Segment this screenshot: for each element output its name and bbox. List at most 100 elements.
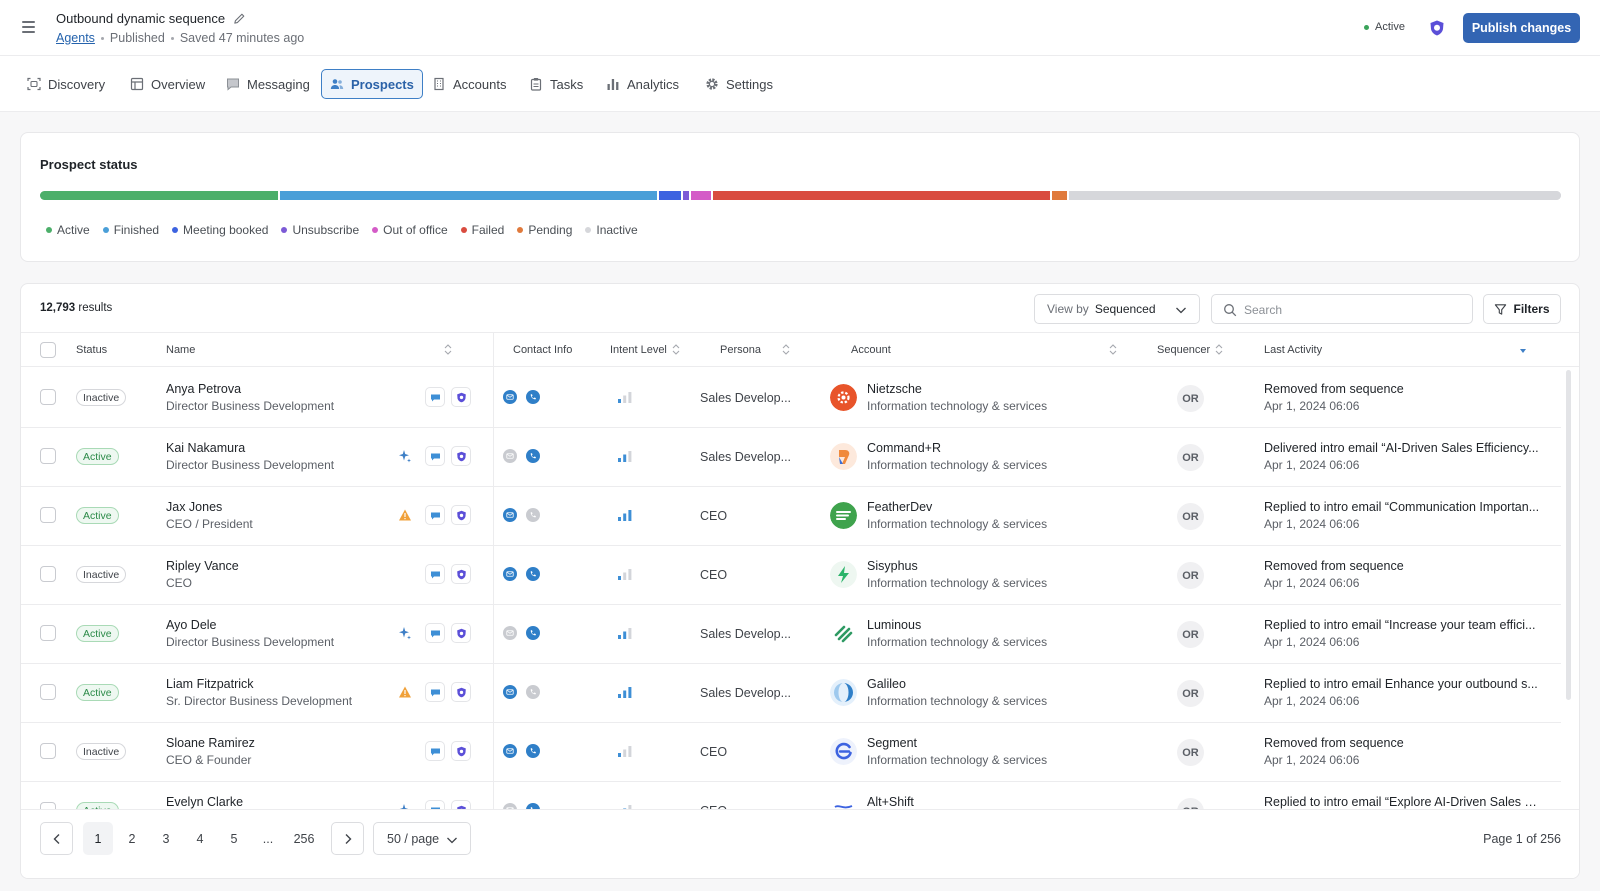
table-row[interactable]: Inactive Ripley Vance CEO CEO Sisyphus I… xyxy=(21,545,1561,605)
email-icon[interactable] xyxy=(503,685,517,699)
tab-tasks[interactable]: Tasks xyxy=(521,69,591,99)
prospect-name[interactable]: Ayo Dele xyxy=(166,618,217,632)
prospect-name[interactable]: Jax Jones xyxy=(166,500,223,514)
chat-button[interactable] xyxy=(425,741,445,761)
column-sequencer[interactable]: Sequencer xyxy=(1157,344,1211,356)
chat-button[interactable] xyxy=(425,564,445,584)
publish-changes-button[interactable]: Publish changes xyxy=(1463,13,1580,43)
search-box[interactable] xyxy=(1211,294,1473,324)
tab-prospects[interactable]: Prospects xyxy=(321,69,423,99)
chat-button[interactable] xyxy=(425,446,445,466)
chat-button[interactable] xyxy=(425,505,445,525)
table-row[interactable]: Inactive Anya Petrova Director Business … xyxy=(21,368,1561,428)
page-number-button[interactable]: 5 xyxy=(230,831,238,846)
chat-button[interactable] xyxy=(425,623,445,643)
tab-discovery[interactable]: Discovery xyxy=(19,69,113,99)
next-page-button[interactable] xyxy=(331,822,364,855)
row-checkbox[interactable] xyxy=(40,743,56,759)
table-row[interactable]: Active Jax Jones CEO / President CEO Fea… xyxy=(21,486,1561,546)
phone-icon[interactable] xyxy=(526,626,540,640)
view-by-select[interactable]: View by Sequenced xyxy=(1034,294,1200,324)
shield-button[interactable] xyxy=(451,564,471,584)
email-icon[interactable] xyxy=(503,567,517,581)
breadcrumb-agents-link[interactable]: Agents xyxy=(56,31,95,45)
email-icon[interactable] xyxy=(503,449,517,463)
prospect-name[interactable]: Ripley Vance xyxy=(166,559,239,573)
account-name[interactable]: Nietzsche xyxy=(867,382,922,396)
shield-button[interactable] xyxy=(451,741,471,761)
sort-icon[interactable] xyxy=(782,344,790,355)
shield-button[interactable] xyxy=(451,682,471,702)
email-icon[interactable] xyxy=(503,626,517,640)
row-checkbox[interactable] xyxy=(40,566,56,582)
shield-button[interactable] xyxy=(451,505,471,525)
account-name[interactable]: Alt+Shift xyxy=(867,795,914,809)
menu-icon[interactable] xyxy=(22,21,35,33)
sort-descending-icon[interactable] xyxy=(1519,346,1527,357)
account-name[interactable]: Galileo xyxy=(867,677,906,691)
phone-icon[interactable] xyxy=(526,508,540,522)
tab-accounts[interactable]: Accounts xyxy=(424,69,514,99)
phone-icon[interactable] xyxy=(526,390,540,404)
pencil-icon[interactable] xyxy=(233,12,246,25)
previous-page-button[interactable] xyxy=(40,822,73,855)
row-checkbox[interactable] xyxy=(40,448,56,464)
row-checkbox[interactable] xyxy=(40,507,56,523)
phone-icon[interactable] xyxy=(526,567,540,581)
sort-icon[interactable] xyxy=(444,344,452,355)
prospect-name[interactable]: Evelyn Clarke xyxy=(166,795,244,809)
column-account[interactable]: Account xyxy=(851,344,891,356)
page-number-button[interactable]: 2 xyxy=(128,831,136,846)
row-checkbox[interactable] xyxy=(40,389,56,405)
page-number-button[interactable]: 3 xyxy=(162,831,170,846)
column-contact-info[interactable]: Contact Info xyxy=(513,344,573,356)
tab-messaging[interactable]: Messaging xyxy=(218,69,318,99)
account-name[interactable]: Luminous xyxy=(867,618,922,632)
email-icon[interactable] xyxy=(503,390,517,404)
page-number-button[interactable]: 4 xyxy=(196,831,204,846)
table-scrollbar[interactable] xyxy=(1566,370,1571,700)
column-status[interactable]: Status xyxy=(76,344,108,356)
table-row[interactable]: Active Kai Nakamura Director Business De… xyxy=(21,427,1561,487)
shield-button[interactable] xyxy=(451,387,471,407)
select-all-checkbox[interactable] xyxy=(40,342,56,358)
row-checkbox[interactable] xyxy=(40,625,56,641)
column-last-activity[interactable]: Last Activity xyxy=(1264,344,1323,356)
prospect-name[interactable]: Sloane Ramirez xyxy=(166,736,255,750)
phone-icon[interactable] xyxy=(526,449,540,463)
account-name[interactable]: Command+R xyxy=(867,441,941,455)
per-page-select[interactable]: 50 / page xyxy=(373,822,471,855)
row-checkbox[interactable] xyxy=(40,684,56,700)
table-row[interactable]: Active Liam Fitzpatrick Sr. Director Bus… xyxy=(21,663,1561,723)
chat-button[interactable] xyxy=(425,682,445,702)
column-intent-level[interactable]: Intent Level xyxy=(610,344,667,356)
prospect-name[interactable]: Anya Petrova xyxy=(166,382,242,396)
account-name[interactable]: Sisyphus xyxy=(867,559,918,573)
account-name[interactable]: FeatherDev xyxy=(867,500,933,514)
email-icon[interactable] xyxy=(503,508,517,522)
prospect-name[interactable]: Kai Nakamura xyxy=(166,441,246,455)
column-name[interactable]: Name xyxy=(166,344,196,356)
tab-settings[interactable]: Settings xyxy=(697,69,781,99)
column-persona[interactable]: Persona xyxy=(720,344,761,356)
chat-button[interactable] xyxy=(425,387,445,407)
sort-icon[interactable] xyxy=(1215,344,1223,355)
page-number-button[interactable]: 256 xyxy=(293,831,315,846)
phone-icon[interactable] xyxy=(526,744,540,758)
sort-icon[interactable] xyxy=(672,344,680,355)
tab-overview[interactable]: Overview xyxy=(122,69,213,99)
search-input[interactable] xyxy=(1244,301,1454,318)
table-row[interactable]: Active Ayo Dele Director Business Develo… xyxy=(21,604,1561,664)
filters-button[interactable]: Filters xyxy=(1483,294,1561,324)
shield-button[interactable] xyxy=(451,623,471,643)
phone-icon[interactable] xyxy=(526,685,540,699)
page-number-button[interactable]: 1 xyxy=(83,822,113,855)
email-icon[interactable] xyxy=(503,744,517,758)
account-name[interactable]: Segment xyxy=(867,736,918,750)
prospect-name[interactable]: Liam Fitzpatrick xyxy=(166,677,254,691)
shield-button[interactable] xyxy=(451,446,471,466)
tab-analytics[interactable]: Analytics xyxy=(598,69,687,99)
shield-icon[interactable] xyxy=(1428,19,1446,37)
sort-icon[interactable] xyxy=(1109,344,1117,355)
table-row[interactable]: Inactive Sloane Ramirez CEO & Founder CE… xyxy=(21,722,1561,782)
